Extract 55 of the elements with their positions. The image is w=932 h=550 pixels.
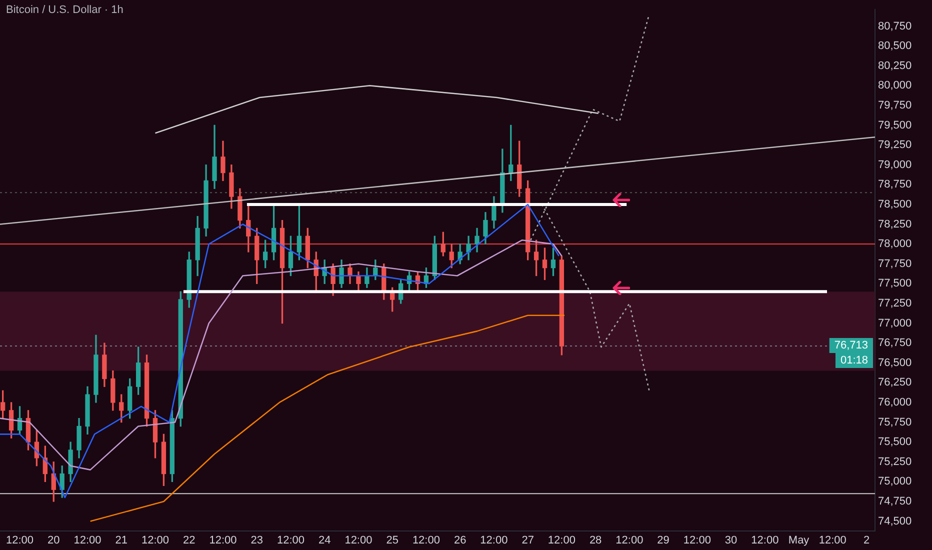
y-tick-label: 77,000 [878, 317, 912, 330]
x-tick-label: 12:00 [616, 534, 644, 546]
y-tick-label: 80,500 [878, 40, 912, 52]
x-tick-label: 21 [115, 534, 128, 546]
y-tick-label: 79,250 [878, 139, 912, 152]
x-tick-label: 25 [386, 534, 398, 546]
y-tick-label: 75,500 [878, 436, 912, 448]
x-tick-label: 12:00 [683, 534, 711, 546]
x-tick-label: 12:00 [344, 534, 372, 546]
y-tick-label: 79,500 [878, 119, 912, 132]
y-tick-label: 77,500 [878, 278, 912, 290]
x-tick-label: 26 [454, 534, 466, 546]
chart-title: Bitcoin / U.S. Dollar · 1h [6, 4, 124, 16]
y-tick-label: 76,250 [878, 376, 912, 389]
y-tick-label: 76,500 [878, 356, 912, 369]
x-tick-label: 20 [48, 534, 60, 546]
x-tick-label: 30 [724, 534, 738, 546]
y-tick-label: 80,000 [878, 80, 912, 92]
x-tick-label: 12:00 [412, 534, 440, 546]
x-tick-label: 12:00 [6, 534, 34, 546]
y-tick-label: 78,750 [878, 178, 912, 191]
y-tick-label: 77,250 [878, 298, 912, 310]
x-tick-label: 12:00 [276, 534, 304, 546]
y-tick-label: 75,250 [878, 456, 912, 468]
x-tick-label: 24 [318, 534, 331, 546]
y-tick-label: 74,750 [878, 496, 912, 508]
y-tick-label: 80,250 [878, 60, 912, 72]
x-tick-label: 12:00 [74, 534, 102, 546]
y-tick-label: 78,500 [878, 198, 912, 210]
y-tick-label: 79,000 [878, 158, 912, 171]
x-tick-label: 12:00 [548, 534, 576, 546]
x-tick-label: 12:00 [141, 534, 170, 546]
y-tick-label: 76,750 [878, 337, 912, 350]
x-tick-label: 12:00 [751, 534, 779, 546]
y-tick-label: 75,000 [878, 476, 912, 488]
x-tick-label: May [788, 534, 810, 546]
x-tick-label: 29 [657, 534, 670, 546]
y-tick-label: 75,750 [878, 416, 912, 428]
x-tick-label: 12:00 [209, 534, 237, 546]
x-tick-label: 27 [522, 534, 534, 546]
x-tick-label: 28 [589, 534, 602, 546]
y-tick-label: 79,750 [878, 99, 912, 112]
x-tick-label: 2 [863, 534, 870, 546]
y-tick-label: 78,000 [878, 238, 912, 250]
y-tick-label: 77,750 [878, 258, 912, 270]
x-tick-label: 12:00 [818, 534, 846, 546]
y-tick-label: 80,750 [878, 20, 912, 32]
x-tick-label: 12:00 [480, 534, 508, 546]
x-tick-label: 23 [250, 534, 263, 546]
y-tick-label: 78,250 [878, 218, 912, 230]
y-tick-label: 76,000 [878, 396, 912, 409]
annotation: 76,713 [834, 340, 868, 352]
x-tick-label: 22 [182, 534, 196, 546]
annotation: 01:18 [840, 354, 868, 367]
y-tick-label: 74,500 [878, 515, 912, 528]
